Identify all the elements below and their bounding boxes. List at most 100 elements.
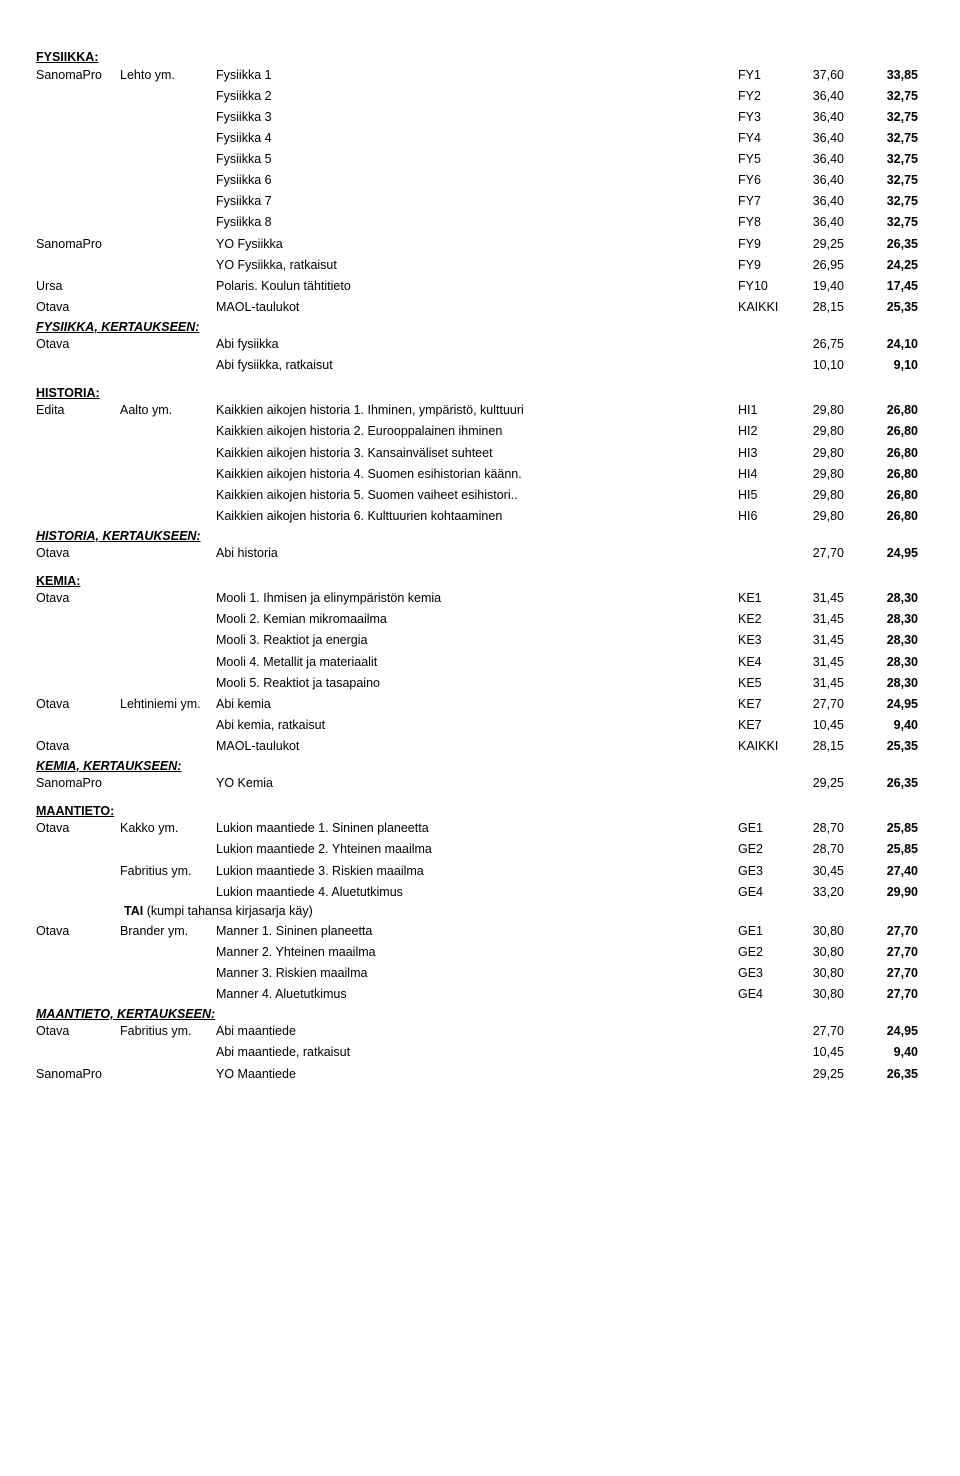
title-cell: Kaikkien aikojen historia 6. Kulttuurien… — [216, 507, 738, 525]
publisher-cell: SanomaPro — [36, 1065, 120, 1083]
price2-cell: 28,30 — [862, 631, 924, 649]
price2-cell: 32,75 — [862, 213, 924, 231]
code-cell: HI4 — [738, 465, 800, 483]
price1-cell: 31,45 — [800, 653, 862, 671]
title-cell: YO Fysiikka — [216, 235, 738, 253]
code-cell: GE1 — [738, 819, 800, 837]
code-cell: FY6 — [738, 171, 800, 189]
code-cell: HI5 — [738, 486, 800, 504]
price1-cell: 31,45 — [800, 631, 862, 649]
title-cell: Fysiikka 5 — [216, 150, 738, 168]
table-row: EditaAalto ym.Kaikkien aikojen historia … — [36, 400, 924, 421]
subsection-heading: MAANTIETO, KERTAUKSEEN: — [36, 1005, 924, 1021]
table-row: OtavaAbi historia27,7024,95 — [36, 543, 924, 564]
price1-cell: 36,40 — [800, 87, 862, 105]
table-row: Lukion maantiede 4. AluetutkimusGE433,20… — [36, 881, 924, 902]
title-cell: Lukion maantiede 1. Sininen planeetta — [216, 819, 738, 837]
table-row: SanomaProLehto ym.Fysiikka 1FY137,6033,8… — [36, 64, 924, 85]
title-cell: Abi fysiikka — [216, 335, 738, 353]
price2-cell: 28,30 — [862, 589, 924, 607]
title-cell: Fysiikka 1 — [216, 66, 738, 84]
table-row: OtavaAbi fysiikka26,7524,10 — [36, 334, 924, 355]
price2-cell: 26,80 — [862, 507, 924, 525]
subsection-heading: KEMIA, KERTAUKSEEN: — [36, 757, 924, 773]
title-cell: YO Maantiede — [216, 1065, 738, 1083]
code-cell: FY2 — [738, 87, 800, 105]
code-cell: GE3 — [738, 964, 800, 982]
title-cell: Kaikkien aikojen historia 5. Suomen vaih… — [216, 486, 738, 504]
publisher-cell: Otava — [36, 1022, 120, 1040]
price1-cell: 29,25 — [800, 1065, 862, 1083]
title-cell: Fysiikka 4 — [216, 129, 738, 147]
price1-cell: 19,40 — [800, 277, 862, 295]
price2-cell: 27,70 — [862, 964, 924, 982]
price2-cell: 26,35 — [862, 1065, 924, 1083]
price1-cell: 27,70 — [800, 544, 862, 562]
table-row: UrsaPolaris. Koulun tähtitietoFY1019,401… — [36, 275, 924, 296]
price1-cell: 31,45 — [800, 674, 862, 692]
table-row: SanomaPro YO Maantiede 29,2526,35 — [36, 1063, 924, 1084]
price2-cell: 32,75 — [862, 129, 924, 147]
author-cell: Fabritius ym. — [120, 862, 216, 880]
price2-cell: 24,95 — [862, 1022, 924, 1040]
code-cell: FY9 — [738, 235, 800, 253]
price1-cell: 28,15 — [800, 737, 862, 755]
price1-cell: 30,80 — [800, 922, 862, 940]
title-cell: Kaikkien aikojen historia 1. Ihminen, ym… — [216, 401, 738, 419]
code-cell: KE2 — [738, 610, 800, 628]
price2-cell: 28,30 — [862, 653, 924, 671]
table-row: Fysiikka 6FY636,4032,75 — [36, 170, 924, 191]
tai-note-rest: (kumpi tahansa kirjasarja käy) — [143, 904, 313, 918]
table-row: SanomaProYO FysiikkaFY929,2526,35 — [36, 233, 924, 254]
price1-cell: 26,75 — [800, 335, 862, 353]
table-row: Abi maantiede, ratkaisut10,459,40 — [36, 1042, 924, 1063]
title-cell: Lukion maantiede 3. Riskien maailma — [216, 862, 738, 880]
code-cell: KE1 — [738, 589, 800, 607]
price2-cell: 24,95 — [862, 695, 924, 713]
code-cell: KAIKKI — [738, 737, 800, 755]
price1-cell: 36,40 — [800, 150, 862, 168]
code-cell: GE4 — [738, 883, 800, 901]
table-row: Fysiikka 4FY436,4032,75 — [36, 127, 924, 148]
price1-cell: 29,80 — [800, 507, 862, 525]
code-cell: KE7 — [738, 695, 800, 713]
title-cell: Mooli 2. Kemian mikromaailma — [216, 610, 738, 628]
table-row: Manner 2. Yhteinen maailmaGE230,8027,70 — [36, 941, 924, 962]
table-row: Mooli 4. Metallit ja materiaalitKE431,45… — [36, 651, 924, 672]
price1-cell: 31,45 — [800, 589, 862, 607]
table-row: OtavaLehtiniemi ym.Abi kemiaKE727,7024,9… — [36, 693, 924, 714]
table-row: Manner 3. Riskien maailmaGE330,8027,70 — [36, 963, 924, 984]
title-cell: Manner 4. Aluetutkimus — [216, 985, 738, 1003]
price2-cell: 33,85 — [862, 66, 924, 84]
price1-cell: 36,40 — [800, 108, 862, 126]
table-row: SanomaProYO Kemia29,2526,35 — [36, 773, 924, 794]
title-cell: Mooli 4. Metallit ja materiaalit — [216, 653, 738, 671]
price1-cell: 31,45 — [800, 610, 862, 628]
title-cell: Mooli 1. Ihmisen ja elinympäristön kemia — [216, 589, 738, 607]
price1-cell: 30,45 — [800, 862, 862, 880]
code-cell: HI2 — [738, 422, 800, 440]
title-cell: Abi fysiikka, ratkaisut — [216, 356, 738, 374]
table-row: Kaikkien aikojen historia 5. Suomen vaih… — [36, 484, 924, 505]
code-cell: FY9 — [738, 256, 800, 274]
price2-cell: 26,80 — [862, 401, 924, 419]
price2-cell: 26,35 — [862, 235, 924, 253]
table-row: Manner 4. AluetutkimusGE430,8027,70 — [36, 984, 924, 1005]
price1-cell: 30,80 — [800, 985, 862, 1003]
price2-cell: 32,75 — [862, 192, 924, 210]
subsection-heading: FYSIIKKA, KERTAUKSEEN: — [36, 318, 924, 334]
table-row: OtavaMAOL-taulukotKAIKKI28,1525,35 — [36, 736, 924, 757]
author-cell: Brander ym. — [120, 922, 216, 940]
table-row: Fysiikka 2FY236,4032,75 — [36, 85, 924, 106]
price1-cell: 29,80 — [800, 486, 862, 504]
table-row: Fysiikka 7FY736,4032,75 — [36, 191, 924, 212]
code-cell: HI1 — [738, 401, 800, 419]
price2-cell: 9,40 — [862, 1043, 924, 1061]
table-row: OtavaKakko ym.Lukion maantiede 1. Sinine… — [36, 818, 924, 839]
code-cell: GE3 — [738, 862, 800, 880]
publisher-cell: Otava — [36, 544, 120, 562]
title-cell: YO Fysiikka, ratkaisut — [216, 256, 738, 274]
book-price-list: FYSIIKKA:SanomaProLehto ym.Fysiikka 1FY1… — [36, 40, 924, 1084]
title-cell: Fysiikka 6 — [216, 171, 738, 189]
publisher-cell: Otava — [36, 737, 120, 755]
